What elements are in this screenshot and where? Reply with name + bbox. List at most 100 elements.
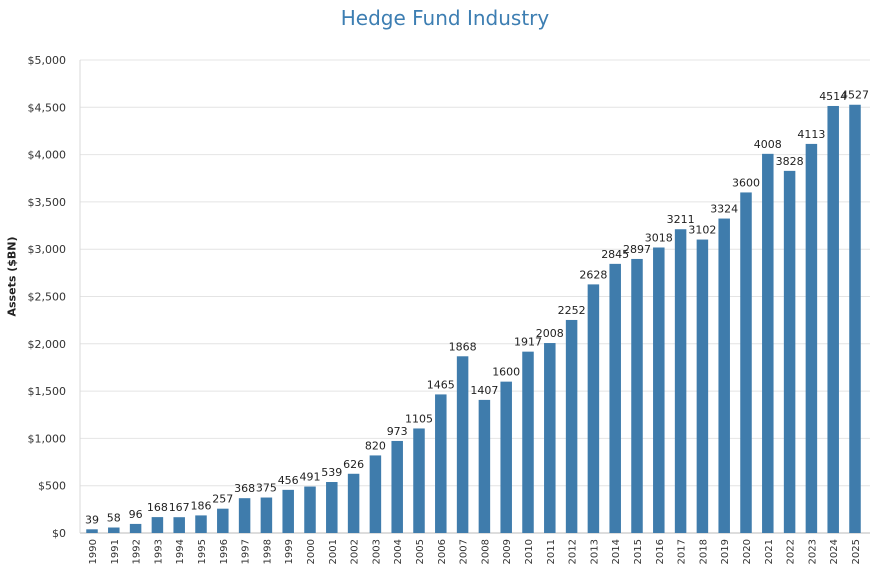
y-tick-label: $2,500: [28, 291, 67, 304]
y-tick-label: $3,000: [28, 243, 67, 256]
y-tick-label: $1,000: [28, 432, 67, 445]
bar: [522, 351, 534, 533]
data-label: 1917: [514, 336, 542, 349]
data-label: 368: [234, 482, 255, 495]
data-label: 3324: [710, 203, 738, 216]
data-label: 4514: [819, 90, 847, 103]
chart-title: Hedge Fund Industry: [340, 6, 550, 30]
x-tick-label: 1994: [175, 539, 186, 564]
bar: [369, 455, 382, 533]
data-label: 3600: [732, 176, 760, 189]
y-tick-label: $0: [52, 527, 66, 540]
data-label: 1600: [492, 366, 520, 379]
bar: [86, 529, 98, 533]
bar: [740, 192, 752, 533]
bar: [129, 523, 142, 533]
data-label: 375: [256, 482, 277, 495]
data-label: 3828: [776, 155, 804, 168]
x-tick-label: 1997: [241, 539, 252, 564]
y-tick-label: $4,000: [28, 149, 67, 162]
data-label: 168: [147, 501, 168, 514]
bar: [849, 104, 861, 534]
data-label: 1407: [470, 384, 498, 397]
bar: [544, 343, 556, 533]
bar: [435, 394, 447, 533]
data-label: 626: [343, 458, 364, 471]
x-tick-label: 1995: [197, 539, 208, 564]
bar: [108, 527, 120, 533]
x-tick-label: 2025: [851, 539, 862, 564]
data-label: 491: [300, 471, 321, 484]
data-label: 58: [107, 512, 121, 525]
bar: [260, 497, 273, 533]
bar: [238, 498, 251, 533]
x-tick-label: 1998: [262, 539, 273, 564]
bar: [326, 482, 338, 533]
bar: [151, 517, 164, 533]
data-label: 3211: [667, 213, 695, 226]
bar: [391, 440, 403, 533]
data-label: 539: [321, 466, 342, 479]
x-tick-label: 2015: [633, 539, 644, 564]
x-tick-label: 2005: [415, 539, 426, 564]
x-tick-label: 2003: [371, 539, 382, 564]
bar: [282, 489, 294, 533]
bar: [631, 258, 643, 533]
data-label: 4527: [841, 89, 869, 102]
data-label: 257: [212, 493, 233, 506]
bar: [565, 319, 578, 533]
x-tick-label: 1992: [132, 539, 143, 564]
bar: [827, 105, 839, 534]
x-tick-label: 2020: [742, 539, 753, 564]
data-label: 3102: [688, 224, 716, 237]
bar: [718, 218, 730, 533]
bar: [304, 486, 316, 533]
x-tick-label: 2002: [350, 539, 361, 564]
data-label: 167: [169, 501, 190, 514]
bar: [413, 428, 425, 533]
bar: [347, 473, 360, 533]
data-label: 1105: [405, 412, 433, 425]
x-tick-label: 1993: [153, 539, 164, 564]
data-label: 820: [365, 439, 386, 452]
data-label: 2252: [558, 304, 586, 317]
x-tick-label: 1999: [284, 539, 295, 564]
y-tick-label: $2,000: [28, 338, 67, 351]
data-label: 39: [85, 513, 99, 526]
data-label: 1868: [449, 340, 477, 353]
x-tick-label: 2024: [829, 539, 840, 564]
y-tick-label: $500: [38, 480, 66, 493]
x-tick-label: 2022: [786, 539, 797, 564]
bar: [478, 399, 491, 533]
x-tick-label: 2010: [524, 539, 535, 564]
data-label: 2008: [536, 327, 564, 340]
x-tick-label: 2004: [393, 539, 404, 564]
data-label: 2845: [601, 248, 629, 261]
data-label: 4113: [797, 128, 825, 141]
bar: [195, 515, 207, 533]
data-label: 456: [278, 474, 299, 487]
data-label: 186: [191, 499, 212, 512]
y-tick-label: $3,500: [28, 196, 67, 209]
x-tick-label: 2012: [568, 539, 579, 564]
bar: [653, 247, 665, 533]
x-tick-label: 2000: [306, 539, 317, 564]
bar: [609, 263, 621, 533]
bar: [587, 284, 600, 533]
data-label: 2897: [623, 243, 651, 256]
y-tick-label: $1,500: [28, 385, 67, 398]
x-tick-label: 2019: [720, 539, 731, 564]
data-label: 2628: [579, 268, 607, 281]
x-tick-label: 2016: [655, 539, 666, 564]
x-tick-label: 2013: [589, 539, 600, 564]
data-label: 3018: [645, 231, 673, 244]
x-tick-label: 2001: [328, 539, 339, 564]
data-label: 1465: [427, 378, 455, 391]
data-label: 96: [129, 508, 143, 521]
x-tick-label: 2017: [677, 539, 688, 564]
bar: [674, 229, 687, 534]
data-label: 973: [387, 425, 408, 438]
x-tick-label: 2014: [611, 539, 622, 564]
bar: [456, 356, 469, 533]
